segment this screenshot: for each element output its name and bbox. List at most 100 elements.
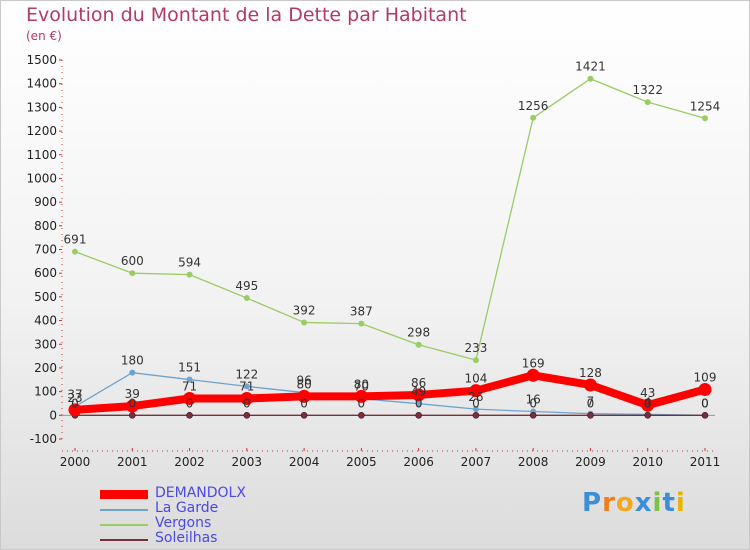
x-tick-label: 2001: [117, 455, 148, 469]
data-label-la-garde: 4: [644, 395, 652, 409]
data-label-vergons: 1421: [575, 60, 606, 74]
data-label-vergons: 691: [64, 233, 87, 247]
chart-axes: -100010020030040050060070080090010001100…: [26, 53, 720, 469]
data-label-la-garde: 16: [526, 393, 541, 407]
data-point-soleilhas: [128, 412, 136, 419]
data-point-soleilhas: [587, 412, 594, 419]
legend-swatch-la-garde: [100, 509, 148, 511]
data-label-la-garde: 7: [587, 395, 595, 409]
data-point-demandolx: [68, 403, 82, 417]
legend-label-vergons: Vergons: [155, 515, 212, 531]
data-label-vergons: 387: [350, 305, 373, 319]
legend-label-demandolx: DEMANDOLX: [155, 485, 246, 501]
data-label-vergons: 1256: [518, 99, 549, 113]
x-tick-label: 2011: [690, 455, 721, 469]
x-tick-label: 2006: [403, 455, 434, 469]
data-point-la-garde: [415, 400, 422, 407]
data-point-demandolx: [583, 378, 597, 392]
data-point-vergons: [129, 270, 136, 277]
y-tick-label: -100: [30, 432, 57, 446]
data-label-soleilhas: 0: [529, 396, 537, 410]
data-point-soleilhas: [701, 412, 709, 419]
y-tick-label: 700: [34, 243, 57, 257]
data-point-vergons: [301, 319, 308, 326]
data-point-soleilhas: [243, 412, 251, 419]
data-label-soleilhas: 0: [300, 396, 308, 410]
data-label-soleilhas: 0: [358, 396, 366, 410]
logo-letter: i: [652, 488, 663, 518]
data-point-demandolx: [526, 368, 540, 382]
data-label-soleilhas: 0: [644, 396, 652, 410]
data-point-demandolx: [412, 388, 426, 402]
data-label-vergons: 600: [121, 254, 144, 268]
series-line-la-garde: [74, 372, 706, 416]
data-point-soleilhas: [644, 412, 652, 419]
y-tick-label: 0: [49, 408, 57, 422]
data-point-la-garde: [472, 406, 479, 413]
data-point-soleilhas: [472, 412, 480, 419]
data-point-vergons: [644, 99, 651, 106]
x-tick-label: 2004: [289, 455, 320, 469]
y-tick-label: 600: [34, 266, 57, 280]
legend-label-soleilhas: Soleilhas: [155, 530, 218, 546]
data-point-vergons: [530, 114, 537, 121]
logo-letter: r: [602, 488, 616, 518]
data-label-demandolx: 71: [182, 379, 197, 393]
y-tick-label: 1500: [26, 53, 57, 67]
data-point-demandolx: [469, 384, 483, 398]
series-line-vergons: [74, 78, 706, 361]
data-point-soleilhas: [415, 412, 422, 419]
data-label-soleilhas: 0: [186, 396, 194, 410]
y-tick-label: 1000: [26, 171, 57, 185]
x-tick-label: 2003: [232, 455, 263, 469]
x-tick-label: 2007: [461, 455, 492, 469]
y-tick-label: 1200: [26, 124, 57, 138]
data-point-vergons: [587, 75, 594, 82]
data-label-la-garde: 122: [235, 367, 258, 381]
x-tick-label: 2008: [518, 455, 549, 469]
chart-data-labels: 23 39 71 71 80 80 86 104 169 128 43 109 37 180 151 122 9…: [64, 60, 721, 411]
series-line-demandolx: [71, 371, 709, 414]
data-point-la-garde: [243, 383, 250, 390]
data-label-demandolx: 86: [411, 376, 426, 390]
data-label-la-garde: 26: [468, 390, 483, 404]
data-point-soleilhas: [300, 412, 308, 419]
y-tick-label: 1400: [26, 77, 57, 91]
y-tick-label: 300: [34, 337, 57, 351]
data-label-demandolx: 43: [640, 386, 655, 400]
chart-unit: (en €): [26, 29, 62, 43]
data-label-la-garde: 0: [701, 396, 709, 410]
data-point-demandolx: [297, 389, 311, 403]
data-point-demandolx: [125, 399, 139, 413]
chart-series: [68, 75, 712, 419]
data-label-soleilhas: 0: [472, 396, 480, 410]
data-label-demandolx: 169: [522, 356, 545, 370]
y-tick-label: 400: [34, 314, 57, 328]
data-label-soleilhas: 0: [587, 396, 595, 410]
data-point-la-garde: [186, 376, 193, 383]
data-point-vergons: [72, 248, 78, 255]
data-label-la-garde: 151: [178, 361, 201, 375]
data-label-demandolx: 71: [239, 379, 254, 393]
data-point-vergons: [358, 320, 365, 327]
logo-letter: P: [582, 488, 603, 518]
data-point-vergons: [243, 295, 250, 302]
data-label-demandolx: 23: [67, 391, 82, 405]
data-label-soleilhas: 0: [128, 396, 136, 410]
data-label-soleilhas: 0: [415, 396, 423, 410]
data-point-la-garde: [129, 369, 136, 376]
y-tick-label: 200: [34, 361, 57, 375]
x-tick-label: 2000: [60, 455, 91, 469]
y-tick-label: 100: [34, 385, 57, 399]
data-label-vergons: 298: [407, 326, 430, 340]
data-point-demandolx: [641, 398, 655, 412]
data-point-demandolx: [354, 389, 368, 403]
data-label-la-garde: 37: [67, 388, 82, 402]
x-tick-label: 2002: [174, 455, 205, 469]
data-label-demandolx: 128: [579, 366, 602, 380]
data-label-la-garde: 49: [411, 385, 426, 399]
data-label-vergons: 392: [293, 303, 316, 317]
logo-letter: x: [634, 488, 653, 518]
data-label-vergons: 1254: [690, 99, 721, 113]
